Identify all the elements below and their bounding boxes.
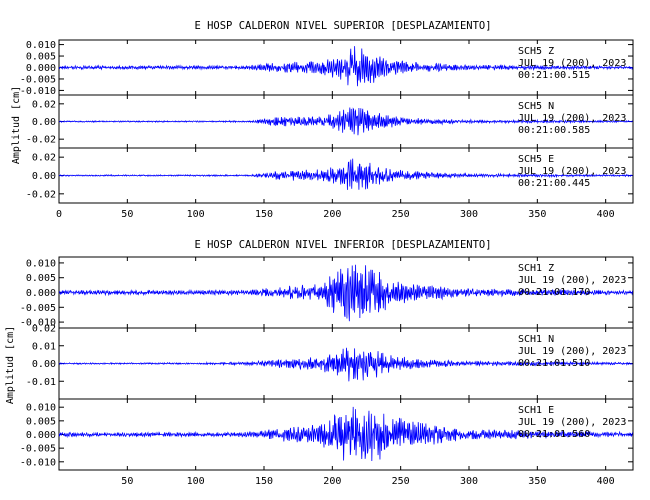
y-tick-label: 0.005 — [26, 52, 56, 63]
x-tick-label: 300 — [460, 476, 478, 487]
time-label: 00:21:01.560 — [518, 429, 590, 440]
x-tick-label: 350 — [528, 209, 546, 220]
x-tick-label: 50 — [121, 209, 133, 220]
waveform-trace — [59, 46, 633, 87]
date-label: JUL 19 (200), 2023 — [518, 166, 626, 177]
time-label: 00:21:00.515 — [518, 70, 590, 81]
y-tick-label: 0.000 — [26, 430, 56, 441]
waveform-trace — [59, 264, 633, 322]
date-label: JUL 19 (200), 2023 — [518, 113, 626, 124]
y-tick-label: -0.005 — [20, 74, 56, 85]
y-tick-label: -0.005 — [20, 444, 56, 455]
date-label: JUL 19 (200), 2023 — [518, 275, 626, 286]
y-tick-label: -0.02 — [26, 135, 56, 146]
y-tick-label: 0.010 — [26, 403, 56, 414]
time-label: 00:21:01.170 — [518, 287, 590, 298]
lower-level-figure: E HOSP CALDERON NIVEL INFERIOR [DESPLAZA… — [5, 239, 634, 487]
x-tick-label: 150 — [255, 209, 273, 220]
y-tick-label: 0.005 — [26, 416, 56, 427]
time-label: 00:21:00.445 — [518, 178, 590, 189]
y-tick-label: 0.00 — [32, 171, 56, 182]
date-label: JUL 19 (200), 2023 — [518, 346, 626, 357]
station-label: SCH1 N — [518, 334, 554, 345]
upper-title: E HOSP CALDERON NIVEL SUPERIOR [DESPLAZA… — [194, 20, 491, 32]
station-label: SCH5 E — [518, 154, 554, 165]
y-tick-label: 0.00 — [32, 117, 56, 128]
waveform-trace — [59, 107, 633, 136]
upper-y-axis-label: Amplitud [cm] — [11, 86, 22, 164]
station-label: SCH5 Z — [518, 46, 554, 57]
x-tick-label: 400 — [597, 476, 615, 487]
station-label: SCH1 Z — [518, 263, 554, 274]
date-label: JUL 19 (200), 2023 — [518, 417, 626, 428]
waveform-trace — [59, 158, 633, 190]
station-label: SCH5 N — [518, 101, 554, 112]
waveform-trace — [59, 406, 633, 462]
x-tick-label: 300 — [460, 209, 478, 220]
y-tick-label: -0.01 — [26, 377, 56, 388]
waveform-trace — [59, 347, 633, 382]
y-tick-label: 0.00 — [32, 359, 56, 370]
y-tick-label: 0.02 — [32, 99, 56, 110]
lower-y-axis-label: Amplitud [cm] — [5, 326, 16, 404]
y-tick-label: 0.005 — [26, 273, 56, 284]
y-tick-label: 0.010 — [26, 40, 56, 51]
x-tick-label: 350 — [528, 476, 546, 487]
station-label: SCH1 E — [518, 405, 554, 416]
x-tick-label: 100 — [187, 476, 205, 487]
x-tick-label: 200 — [323, 476, 341, 487]
x-tick-label: 0 — [56, 209, 62, 220]
y-tick-label: -0.010 — [20, 86, 56, 97]
upper-level-figure: E HOSP CALDERON NIVEL SUPERIOR [DESPLAZA… — [11, 20, 634, 220]
y-tick-label: 0.010 — [26, 258, 56, 269]
x-tick-label: 150 — [255, 476, 273, 487]
x-tick-label: 400 — [597, 209, 615, 220]
x-tick-label: 100 — [187, 209, 205, 220]
y-tick-label: 0.02 — [32, 324, 56, 335]
y-tick-label: 0.01 — [32, 341, 56, 352]
x-tick-label: 200 — [323, 209, 341, 220]
y-tick-label: 0.000 — [26, 63, 56, 74]
lower-title: E HOSP CALDERON NIVEL INFERIOR [DESPLAZA… — [194, 239, 491, 251]
y-tick-label: 0.000 — [26, 288, 56, 299]
x-tick-label: 50 — [121, 476, 133, 487]
y-tick-label: -0.005 — [20, 303, 56, 314]
time-label: 00:21:00.585 — [518, 125, 590, 136]
y-tick-label: -0.010 — [20, 457, 56, 468]
y-tick-label: -0.010 — [20, 318, 56, 329]
y-tick-label: -0.02 — [26, 189, 56, 200]
x-tick-label: 250 — [392, 476, 410, 487]
date-label: JUL 19 (200), 2023 — [518, 58, 626, 69]
time-label: 00:21:01.510 — [518, 358, 590, 369]
x-tick-label: 250 — [392, 209, 410, 220]
y-tick-label: 0.02 — [32, 153, 56, 164]
